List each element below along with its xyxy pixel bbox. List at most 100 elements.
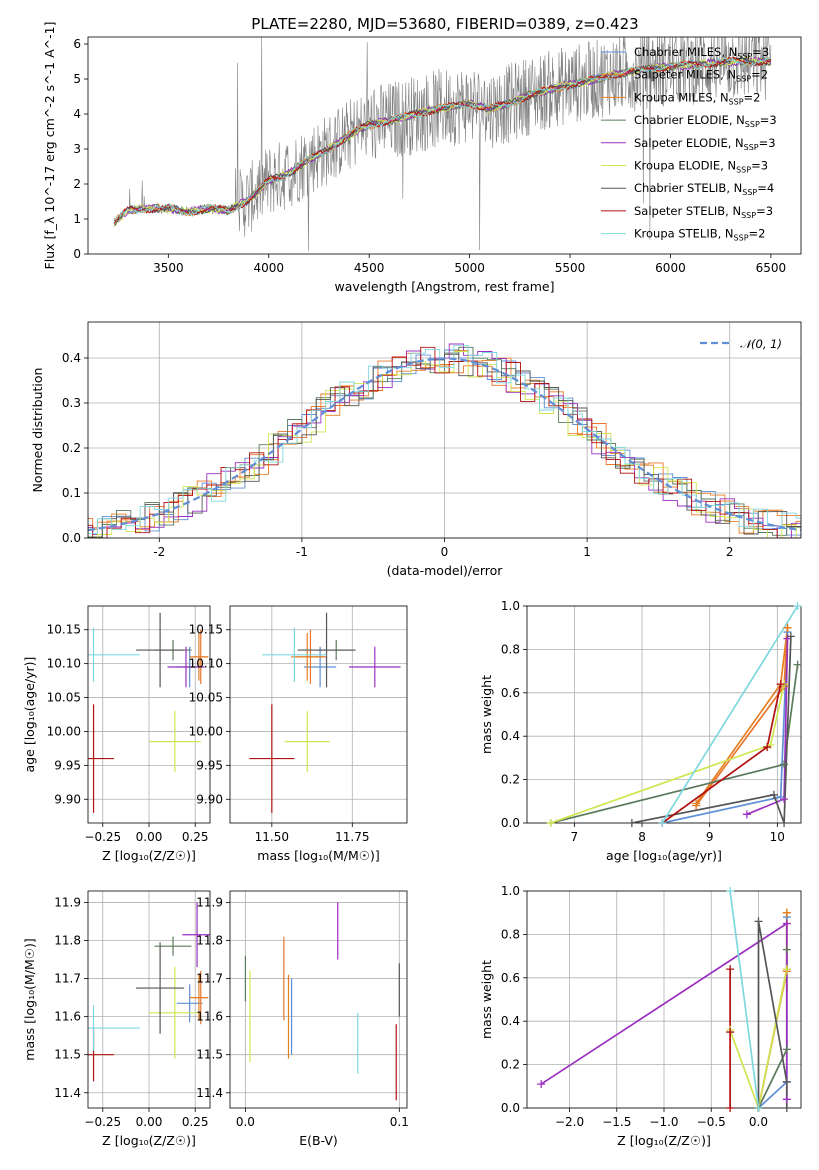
legend-entry: Salpeter ELODIE, NSSP=3 bbox=[634, 136, 776, 152]
x-tick-label: 6500 bbox=[756, 261, 787, 275]
axes-frame bbox=[87, 605, 211, 824]
y-tick-label: 0.2 bbox=[501, 1058, 520, 1072]
y-tick-label: 9.95 bbox=[196, 758, 223, 772]
histogram-series bbox=[88, 353, 801, 538]
mass-weight-marker bbox=[782, 1104, 791, 1112]
legend-entry: Salpeter STELIB, NSSP=3 bbox=[634, 204, 773, 220]
x-tick-label: 8 bbox=[638, 830, 646, 844]
mass-weight-marker bbox=[782, 965, 791, 974]
axes-frame bbox=[526, 890, 802, 1109]
axes-frame bbox=[87, 321, 802, 539]
plot-area bbox=[249, 612, 401, 813]
axes-frame bbox=[87, 890, 211, 1109]
y-tick-label: 11.6 bbox=[196, 1010, 223, 1024]
y-tick-label: 10.15 bbox=[47, 623, 81, 637]
legend-entry: Chabrier MILES, NSSP=3 bbox=[634, 45, 769, 61]
x-tick-label: 7 bbox=[571, 830, 579, 844]
y-tick-label: 10.15 bbox=[189, 623, 223, 637]
axes-massweight-vs-Z: −2.0 −1.5 −1.0 −0.5 0.0 0.0 0.2 0.4 0.6 0.8 1.0 Z [… bbox=[479, 884, 802, 1148]
y-axis-label: mass weight bbox=[479, 675, 494, 754]
axes-age-vs-Z: −0.25 0.00 0.25 9.90 9.95 10.00 10.05 10.10 10.1… bbox=[22, 605, 211, 863]
plot-area bbox=[88, 343, 801, 538]
mass-weight-marker bbox=[742, 810, 751, 819]
x-tick-label: 0.0 bbox=[749, 1115, 768, 1129]
mass-weight-marker bbox=[754, 917, 763, 926]
y-tick-label: 11.4 bbox=[54, 1086, 81, 1100]
x-tick-label: 10 bbox=[770, 830, 785, 844]
y-tick-label: 0.6 bbox=[501, 686, 520, 700]
plot-area bbox=[88, 612, 209, 813]
x-tick-label: 11.75 bbox=[335, 830, 369, 844]
y-tick-label: 11.7 bbox=[54, 972, 81, 986]
x-tick-label: 0 bbox=[441, 545, 449, 559]
x-tick-label: 5500 bbox=[555, 261, 586, 275]
y-tick-label: 0.1 bbox=[62, 486, 81, 500]
y-tick-label: 9.90 bbox=[54, 792, 81, 806]
x-tick-label: 9 bbox=[706, 830, 714, 844]
x-tick-label: 6000 bbox=[655, 261, 686, 275]
x-tick-label: 4000 bbox=[253, 261, 284, 275]
mass-weight-marker bbox=[537, 1080, 546, 1089]
y-tick-label: 11.5 bbox=[54, 1048, 81, 1062]
legend-entry: Kroupa STELIB, NSSP=2 bbox=[634, 227, 765, 243]
x-tick-label: 0.25 bbox=[182, 1115, 209, 1129]
x-axis-label: (data-model)/error bbox=[387, 563, 504, 578]
x-tick-label: −0.25 bbox=[84, 1115, 121, 1129]
mass-weight-marker bbox=[627, 819, 636, 827]
y-tick-label: 0.0 bbox=[501, 1101, 520, 1115]
axes-mass-vs-Z: −0.25 0.00 0.25 11.4 11.5 11.6 11.7 11.8 11.9 Z [… bbox=[22, 890, 211, 1148]
axes-age-vs-mass: 11.50 11.75 9.90 9.95 10.00 10.05 10.10 10.15 ma… bbox=[189, 605, 408, 863]
mass-weight-marker bbox=[726, 1104, 735, 1112]
y-tick-label: 11.9 bbox=[196, 895, 223, 909]
normal-curve bbox=[88, 357, 801, 532]
x-axis-label: wavelength [Angstrom, rest frame] bbox=[334, 279, 554, 294]
plot-area bbox=[244, 902, 400, 1101]
mass-weight-marker bbox=[776, 680, 785, 689]
y-tick-label: 0.0 bbox=[501, 816, 520, 830]
plot-area bbox=[550, 606, 799, 823]
y-tick-label: 2 bbox=[73, 177, 81, 191]
mass-weight-marker bbox=[726, 965, 735, 974]
x-tick-label: −1.0 bbox=[649, 1115, 678, 1129]
x-axis-label: Z [log₁₀(Z/Z☉)] bbox=[102, 1133, 196, 1148]
x-axis-label: E(B-V) bbox=[299, 1133, 338, 1148]
histogram-series bbox=[88, 346, 801, 538]
y-tick-label: 0.2 bbox=[501, 773, 520, 787]
y-tick-label: 0.4 bbox=[501, 1014, 520, 1028]
x-tick-label: 0.00 bbox=[136, 830, 163, 844]
mass-weight-marker bbox=[782, 1077, 791, 1086]
figure-title: PLATE=2280, MJD=53680, FIBERID=0389, z=0… bbox=[251, 15, 638, 33]
mass-weight-marker bbox=[782, 919, 791, 928]
y-tick-label: 0.8 bbox=[501, 927, 520, 941]
y-tick-label: 11.5 bbox=[196, 1048, 223, 1062]
y-tick-label: 1 bbox=[73, 212, 81, 226]
legend-entry: Chabrier STELIB, NSSP=4 bbox=[634, 181, 774, 197]
mass-weight-marker bbox=[782, 945, 791, 954]
mass-weight-marker bbox=[783, 623, 792, 632]
axes-frame bbox=[229, 890, 408, 1109]
x-tick-label: −1.5 bbox=[602, 1115, 631, 1129]
axes-massweight-vs-age: 7 8 9 10 0.0 0.2 0.4 0.6 0.8 1.0 age [log₁₀(age/yr… bbox=[479, 599, 802, 863]
plot-area bbox=[88, 902, 210, 1082]
mass-weight-line bbox=[550, 664, 799, 823]
y-tick-label: 1.0 bbox=[501, 599, 520, 613]
y-tick-label: 11.6 bbox=[54, 1010, 81, 1024]
mass-weight-marker bbox=[546, 819, 555, 827]
mass-weight-line bbox=[550, 683, 785, 823]
y-tick-label: 1.0 bbox=[501, 884, 520, 898]
y-tick-label: 11.4 bbox=[196, 1086, 223, 1100]
legend-entry: Kroupa MILES, NSSP=2 bbox=[634, 90, 760, 106]
axes-frame bbox=[229, 605, 408, 824]
legend-entry: Kroupa ELODIE, NSSP=3 bbox=[634, 159, 768, 175]
x-tick-label: −0.25 bbox=[84, 830, 121, 844]
y-axis-label: Normed distribution bbox=[30, 368, 45, 493]
y-tick-label: 0.8 bbox=[501, 642, 520, 656]
x-tick-label: −2.0 bbox=[555, 1115, 584, 1129]
mass-weight-line bbox=[631, 636, 792, 823]
x-tick-label: 1 bbox=[583, 545, 591, 559]
x-tick-label: 0.1 bbox=[390, 1115, 409, 1129]
mass-weight-marker bbox=[780, 795, 789, 804]
y-tick-label: 11.8 bbox=[54, 933, 81, 947]
mass-weight-marker bbox=[726, 1028, 735, 1037]
